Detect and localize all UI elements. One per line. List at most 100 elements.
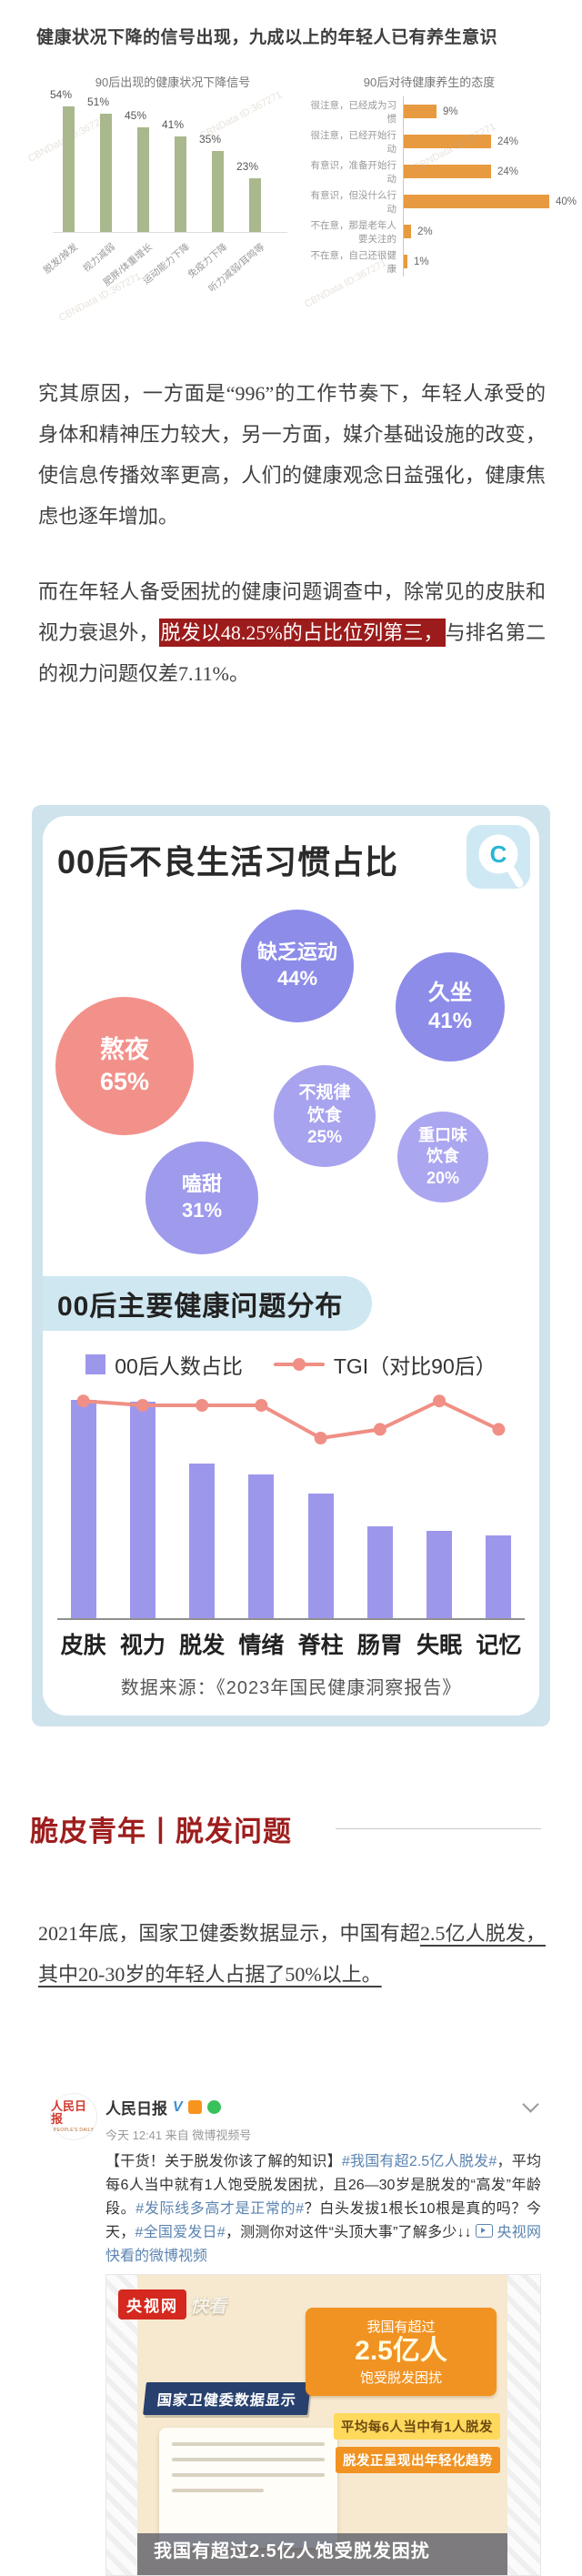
headline-pre: 我国有超过	[366, 2319, 436, 2335]
author-name[interactable]: 人民日报	[105, 2100, 167, 2118]
bubble-label: 熬夜	[100, 1035, 149, 1063]
bar-value-label: 24%	[497, 136, 519, 147]
post-header: 人民日报 PEOPLE'S DAILY 人民日报 V 今天 12:41 来自 微…	[50, 2093, 541, 2143]
category-label: 失眠	[416, 1633, 463, 1658]
hbar-row: 有意识，但没什么行动 40%	[302, 186, 577, 216]
hashtag-link[interactable]: #我国有超2.5亿人脱发#	[341, 2154, 497, 2169]
bubble-value: 25%	[306, 1128, 343, 1148]
hashtag-link[interactable]: #发际线多高才是正常的#	[135, 2201, 305, 2217]
bar	[404, 225, 411, 238]
document-illustration	[159, 2428, 337, 2548]
category-label: 记忆	[476, 1633, 522, 1658]
paragraph-text: 2021年底，国家卫健委数据显示，中国有超	[38, 1922, 420, 1945]
x-axis-line	[53, 232, 287, 233]
weibo-post-embed: 人民日报 PEOPLE'S DAILY 人民日报 V 今天 12:41 来自 微…	[0, 2093, 582, 2576]
headline-post: 饱受脱发困扰	[359, 2370, 442, 2386]
health-problems-combo-chart: 皮肤 视力 脱发 情绪 脊柱 肠胃 失眠 记忆 数据来源：《2023年国民健康洞察报告》	[54, 1393, 528, 1699]
video-stat-1: 平均每6人当中有1人脱发	[333, 2413, 500, 2440]
bar-value-label: 2%	[417, 226, 433, 237]
bar-value-label: 54%	[49, 88, 73, 102]
hbar-area: 9%	[403, 96, 575, 126]
bar	[366, 1526, 393, 1618]
bar	[404, 105, 436, 118]
membership-badge-icon	[187, 2100, 202, 2114]
bubble-label: 缺乏运动	[256, 941, 337, 964]
bar-value-label: 1%	[414, 256, 429, 267]
avatar-text: 人民日报	[51, 2098, 87, 2126]
paragraph-nhc-data: 2021年底，国家卫健委数据显示，中国有超2.5亿人脱发，其中20-30岁的年轻…	[38, 1913, 546, 1995]
bubble-value: 41%	[427, 1009, 473, 1033]
bar-category-label: 脱发/掉发	[41, 241, 80, 277]
bubble: 重口味 饮食 20%	[397, 1112, 488, 1202]
gen-z-habits-infographic: 消费者报道 消费者报道 消费者报道 00后不良生活习惯占比 C 熬夜65%缺乏运…	[32, 805, 550, 1726]
doc-line	[172, 2489, 264, 2492]
hbar-row: 有意识，准备开始行动 24%	[302, 156, 575, 186]
bar-value-label: 23%	[236, 160, 259, 174]
heading-rule	[336, 1828, 541, 1829]
ribbon-banner: 国家卫健委数据显示	[143, 2382, 311, 2415]
bar-value-label: 24%	[497, 166, 519, 177]
bar	[189, 1463, 216, 1618]
paragraph-text: 而在年轻人备受困扰的健康问题调查中，除常见的皮肤和视力衰退外，	[38, 580, 546, 644]
bubble-label: 嗑甜	[181, 1172, 222, 1196]
hbar-area: 24%	[403, 156, 575, 186]
video-thumbnail[interactable]: 央视网 快看 国家卫健委数据显示 我国有超过 2.5亿人 饱受脱发困扰 平均每6…	[105, 2274, 541, 2576]
bar	[99, 113, 112, 232]
x-axis-line	[57, 1618, 525, 1620]
tgi-point	[196, 1399, 209, 1412]
bar	[136, 127, 149, 232]
paragraph-text: 与排名第二的视力问题仅差7.11%。	[38, 621, 546, 685]
tgi-point	[255, 1399, 268, 1412]
bubble-label: 饮食	[306, 1105, 342, 1125]
data-source-note: 数据来源：《2023年国民健康洞察报告》	[120, 1678, 462, 1698]
combo-plot-area	[54, 1393, 528, 1620]
bar-chart-title: 90后出现的健康状况下降信号	[95, 75, 251, 89]
bar	[62, 106, 75, 232]
post-text-segment: ，平均每6人当中就有1人饱受脱发困扰，且26—30岁是脱发的“高发”年龄段。	[105, 2154, 541, 2217]
video-stat-2: 脱发正呈现出年轻化趋势	[336, 2447, 500, 2473]
hbar-category-label: 很注意，已经成为习惯	[310, 99, 397, 125]
health-decline-bar-chart: 54% 脱发/掉发 51% 视力减弱 45% 肥胖/体重增长 41% 运动能力下降 35% 免疫力…	[0, 24, 582, 317]
bubble-label: 不规律	[298, 1082, 351, 1102]
section-heading: 脆皮青年丨脱发问题	[30, 1816, 292, 1847]
tgi-dot-icon	[292, 1358, 306, 1371]
infographic-card: 00后不良生活习惯占比 C 熬夜 65% 缺乏运动 44% 久坐 41% 不规律 饮食 25% 重…	[43, 816, 539, 1716]
post-text-segment: ？白头发拔1根长10根是真的吗？今天，	[105, 2201, 541, 2240]
category-label: 肠胃	[356, 1633, 403, 1658]
statistic-link[interactable]: 2.5亿人脱发，其中20-30岁的年轻人占据了50%以上。	[38, 1922, 546, 1986]
tgi-point	[135, 1399, 149, 1412]
category-label: 情绪	[238, 1633, 285, 1658]
section-title: 健康状况下降的信号出现，九成以上的年轻人已有养生意识	[36, 28, 498, 47]
bubble-value: 20%	[426, 1168, 460, 1187]
hbar-chart-title: 90后对待健康养生的态度	[363, 75, 496, 89]
health-signal-charts-section: 健康状况下降的信号出现，九成以上的年轻人已有养生意识 90后出现的健康状况下降信…	[0, 24, 582, 324]
chart-legend: 00后人数占比 TGI（对比90后）	[43, 1349, 539, 1380]
bar	[486, 1535, 512, 1618]
hbar-row: 很注意，已经成为习惯 9%	[302, 96, 575, 126]
tgi-line	[76, 1394, 506, 1444]
post-text-segment: ，测测你对这件“头顶大事”了解多少↓↓	[225, 2225, 477, 2240]
legend-label: TGI（对比90后）	[333, 1354, 497, 1378]
hashtag-link[interactable]: #全国爱发日#	[135, 2225, 226, 2240]
hbar-row: 不在意，自己还很健康 1%	[302, 247, 575, 277]
bar	[248, 178, 261, 232]
bubble-value: 65%	[99, 1068, 150, 1095]
bubble-label: 饮食	[426, 1147, 459, 1166]
hbar-category-label: 不在意，那是老年人要关注的	[310, 219, 397, 245]
doc-line	[172, 2458, 325, 2461]
hbar-area: 1%	[403, 247, 575, 277]
bar	[404, 195, 549, 208]
category-label: 视力	[119, 1633, 166, 1658]
video-link[interactable]: 央视网快看的微博视频	[105, 2225, 541, 2264]
legend-item-line: TGI（对比90后）	[273, 1349, 497, 1380]
green-badge-icon	[206, 2100, 221, 2114]
bubble-chart-title: 00后不良生活习惯占比	[57, 843, 399, 880]
bar	[426, 1531, 453, 1618]
bubble: 不规律饮食 25%	[274, 1065, 376, 1167]
hbar-area: 40%	[403, 186, 577, 216]
bar-value-label: 45%	[124, 109, 147, 123]
avatar[interactable]: 人民日报 PEOPLE'S DAILY	[50, 2093, 97, 2140]
verified-v-icon: V	[173, 2098, 183, 2115]
bar-value-label: 41%	[161, 118, 185, 132]
bar-value-label: 9%	[443, 106, 458, 117]
